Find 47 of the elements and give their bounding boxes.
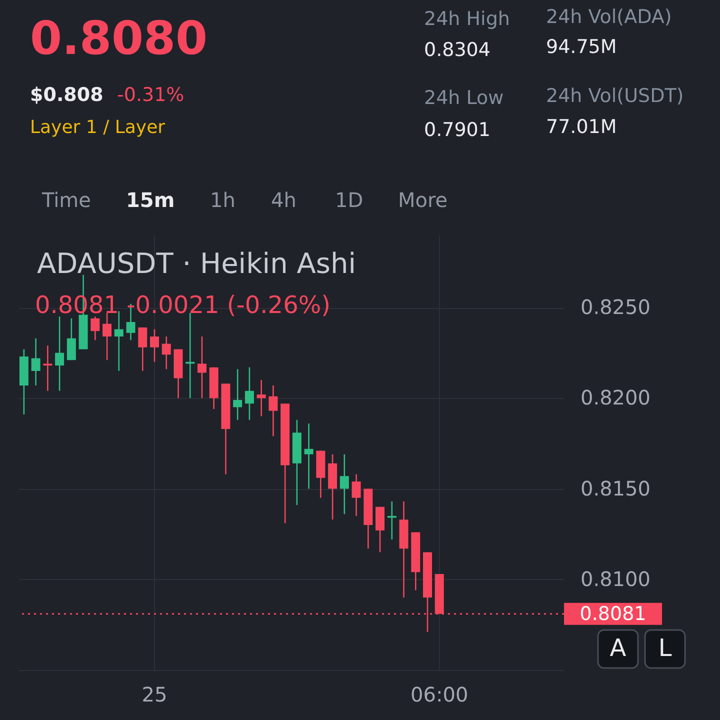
candlestick	[150, 328, 159, 363]
text: 4h	[271, 188, 296, 212]
candlestick	[90, 316, 100, 341]
text: A	[610, 634, 627, 662]
chart-title: ADAUSDT · Heikin Ashi	[37, 247, 356, 280]
candlestick	[66, 318, 76, 361]
candlestick	[376, 506, 385, 553]
text: 0.7901	[424, 119, 490, 141]
text: 24h Vol(USDT)	[546, 85, 684, 107]
text: 94.75M	[546, 36, 617, 58]
candlestick	[387, 500, 396, 540]
candlestick	[162, 336, 171, 370]
text: 0.8080	[30, 11, 208, 65]
text: 1D	[335, 188, 364, 212]
candlestick	[352, 474, 361, 517]
candlestick	[43, 344, 52, 392]
text: Time	[41, 188, 91, 212]
text: More	[398, 188, 448, 212]
y-tick-label: 0.8100	[580, 566, 650, 591]
text: L	[658, 634, 672, 662]
text: 24h Vol(ADA)	[546, 6, 672, 28]
x-tick-label: 06:00	[410, 682, 468, 706]
candlestick	[138, 326, 148, 372]
candlestick	[304, 422, 314, 490]
candlestick	[55, 316, 64, 392]
candlestick	[244, 366, 254, 421]
candlestick	[197, 336, 206, 399]
candlestick	[102, 312, 112, 361]
y-tick-label: 0.8250	[580, 295, 650, 319]
text: 15m	[126, 188, 175, 212]
candlestick	[268, 384, 278, 437]
text: $0.808	[30, 84, 104, 106]
y-tick-label: 0.8200	[580, 386, 650, 410]
candlestick	[31, 338, 40, 386]
ref-line-label: 0.8081	[580, 602, 646, 625]
text: 24h High	[424, 8, 510, 30]
text: 77.01M	[546, 116, 617, 138]
text: Layer 1 / Layer	[30, 117, 166, 138]
text: -0.31%	[117, 84, 184, 106]
text: 0.8304	[424, 39, 490, 61]
candlestick	[256, 379, 266, 417]
candlestick	[233, 368, 242, 421]
candlestick	[340, 454, 349, 515]
text: 24h Low	[424, 87, 504, 109]
x-tick-label: 25	[142, 682, 168, 706]
y-tick-label: 0.8150	[580, 476, 650, 500]
text: 1h	[210, 188, 236, 212]
